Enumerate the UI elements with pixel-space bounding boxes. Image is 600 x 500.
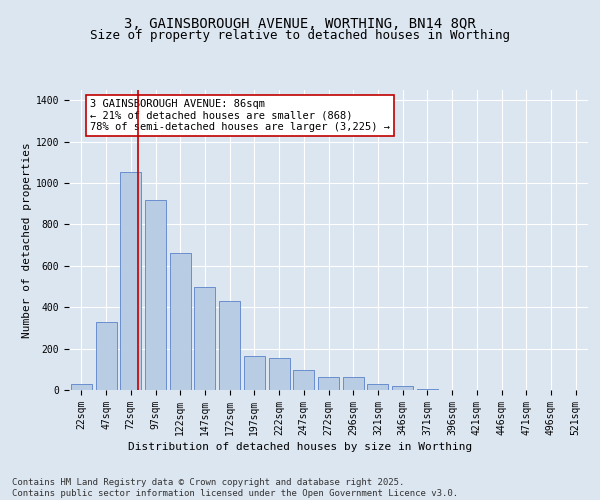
Bar	[145, 200, 166, 390]
Bar	[318, 376, 339, 390]
Y-axis label: Number of detached properties: Number of detached properties	[22, 142, 32, 338]
Bar	[219, 301, 240, 390]
Bar	[417, 389, 438, 390]
Text: Distribution of detached houses by size in Worthing: Distribution of detached houses by size …	[128, 442, 472, 452]
Bar	[293, 370, 314, 390]
Bar	[244, 356, 265, 390]
Text: Contains HM Land Registry data © Crown copyright and database right 2025.
Contai: Contains HM Land Registry data © Crown c…	[12, 478, 458, 498]
Bar	[95, 322, 116, 390]
Text: Size of property relative to detached houses in Worthing: Size of property relative to detached ho…	[90, 29, 510, 42]
Text: 3, GAINSBOROUGH AVENUE, WORTHING, BN14 8QR: 3, GAINSBOROUGH AVENUE, WORTHING, BN14 8…	[124, 18, 476, 32]
Bar	[269, 358, 290, 390]
Bar	[71, 384, 92, 390]
Bar	[392, 386, 413, 390]
Bar	[367, 384, 388, 390]
Text: 3 GAINSBOROUGH AVENUE: 86sqm
← 21% of detached houses are smaller (868)
78% of s: 3 GAINSBOROUGH AVENUE: 86sqm ← 21% of de…	[90, 99, 390, 132]
Bar	[170, 254, 191, 390]
Bar	[343, 376, 364, 390]
Bar	[194, 286, 215, 390]
Bar	[120, 172, 141, 390]
